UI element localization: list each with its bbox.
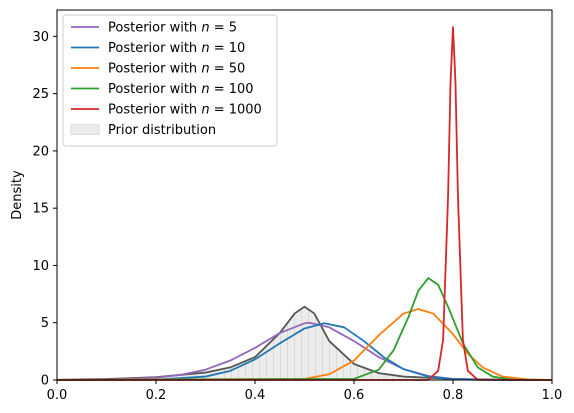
prior-distribution-line [56, 305, 553, 381]
axes: 0.0 0.2 0.4 0.6 0.8 1.0 0 5 10 15 20 25 30 [32, 9, 563, 403]
y-tick-label: 20 [32, 144, 49, 159]
series-line-4 [56, 277, 553, 381]
series-line-5 [57, 26, 553, 381]
legend-box [62, 14, 278, 147]
x-tick-label: 0.0 [47, 388, 68, 403]
y-tick-label: 30 [32, 30, 49, 45]
y-tick-label: 10 [32, 259, 49, 274]
series-line-2 [56, 322, 553, 381]
prior-distribution-area [57, 306, 552, 380]
y-tick-label: 15 [32, 202, 49, 217]
legend-entry-4: Posterior with n = 100 [108, 82, 254, 97]
legend-swatch-prior [70, 124, 100, 135]
x-tick-label: 0.4 [245, 388, 266, 403]
y-tick-label: 0 [41, 374, 49, 389]
x-tick-label: 1.0 [542, 388, 563, 403]
x-tick-label: 0.2 [146, 388, 167, 403]
series-line-3 [56, 308, 553, 381]
y-tick-label: 5 [41, 316, 49, 331]
x-tick-label: 0.8 [443, 388, 464, 403]
legend-entry-3: Posterior with n = 50 [108, 62, 245, 77]
legend-entry-5: Posterior with n = 1000 [108, 103, 262, 118]
axes-frame [56, 9, 553, 381]
plot-area [56, 26, 553, 381]
legend-entry-2: Posterior with n = 10 [108, 41, 245, 56]
legend-entry-1: Posterior with n = 5 [108, 21, 237, 36]
y-axis-label: Density [10, 170, 25, 220]
legend: Posterior with n = 5 Posterior with n = 1… [62, 14, 278, 147]
legend-entry-prior: Prior distribution [108, 123, 216, 138]
y-tick-label: 25 [32, 87, 49, 102]
x-tick-label: 0.6 [344, 388, 365, 403]
